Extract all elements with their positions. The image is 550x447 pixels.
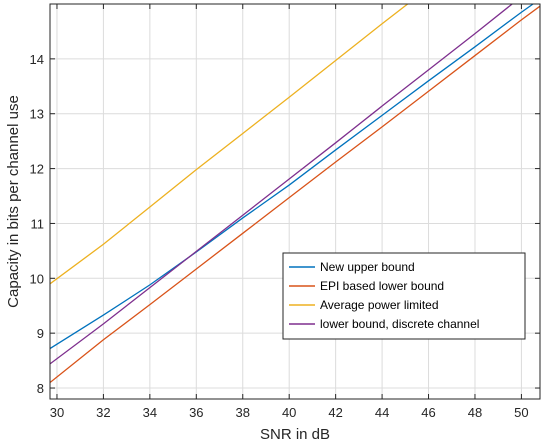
x-tick-label: 30 — [50, 405, 64, 420]
x-tick-label: 38 — [236, 405, 250, 420]
series-line-1 — [50, 4, 534, 350]
legend-entry: lower bound, discrete channel — [320, 317, 479, 331]
x-tick-label: 34 — [143, 405, 157, 420]
y-tick-label: 9 — [37, 326, 44, 341]
x-tick-label: 50 — [514, 405, 528, 420]
x-tick-label: 36 — [189, 405, 203, 420]
x-axis-label: SNR in dB — [260, 426, 330, 443]
y-tick-label: 13 — [30, 107, 44, 122]
x-tick-label: 48 — [468, 405, 482, 420]
y-tick-label: 10 — [30, 271, 44, 286]
y-tick-label: 11 — [31, 216, 45, 231]
y-tick-label: 12 — [30, 162, 44, 177]
legend-entry: Average power limited — [320, 298, 439, 312]
series-line-4 — [50, 4, 513, 365]
plot-frame — [49, 3, 541, 400]
x-tick-label: 44 — [375, 405, 389, 420]
grid — [50, 4, 540, 399]
legend-box — [282, 252, 526, 340]
y-axis-label: Capacity in bits per channel use — [5, 95, 22, 308]
axis-ticks — [50, 4, 540, 399]
series-line-3 — [50, 4, 409, 285]
y-tick-label: 8 — [37, 381, 44, 396]
x-tick-label: 32 — [96, 405, 110, 420]
y-tick-label: 14 — [30, 52, 44, 67]
legend-entry: EPI based lower bound — [320, 279, 444, 293]
y-tick-labels: 8 9 10 11 12 13 14 — [30, 52, 44, 396]
x-tick-label: 46 — [421, 405, 435, 420]
x-tick-label: 40 — [282, 405, 296, 420]
legend-entry: New upper bound — [320, 260, 415, 274]
x-tick-label: 42 — [328, 405, 342, 420]
series-line-2 — [50, 5, 540, 384]
x-tick-labels: 30 32 34 36 38 40 42 44 46 48 50 — [50, 405, 529, 420]
series-layer — [50, 4, 540, 384]
legend: New upper bound EPI based lower bound Aver… — [282, 252, 526, 340]
